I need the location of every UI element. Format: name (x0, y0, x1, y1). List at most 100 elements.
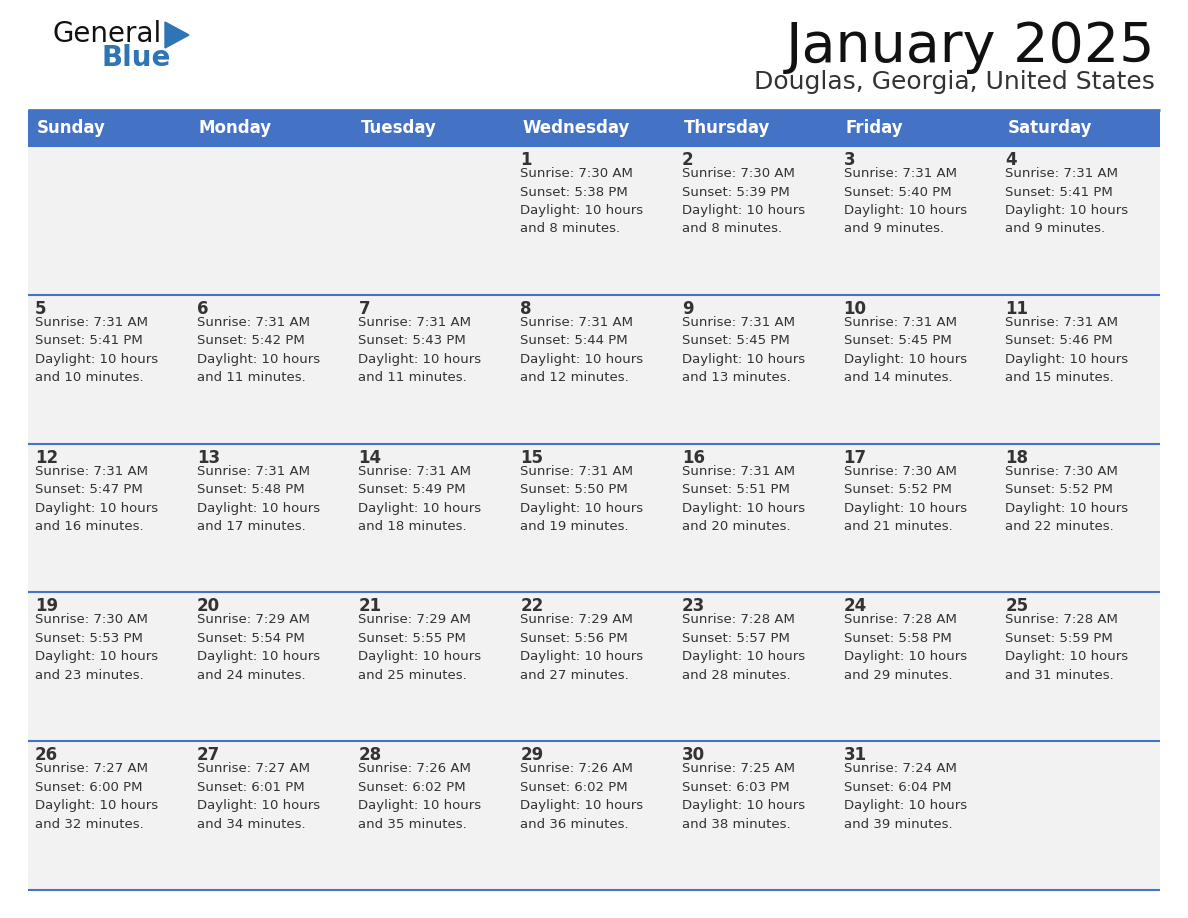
Bar (352, 741, 513, 890)
Text: 26: 26 (34, 746, 58, 764)
Text: Sunrise: 7:31 AM
Sunset: 5:40 PM
Daylight: 10 hours
and 9 minutes.: Sunrise: 7:31 AM Sunset: 5:40 PM Dayligh… (843, 167, 967, 236)
Text: Sunrise: 7:30 AM
Sunset: 5:52 PM
Daylight: 10 hours
and 22 minutes.: Sunrise: 7:30 AM Sunset: 5:52 PM Dayligh… (1005, 465, 1129, 533)
Text: 28: 28 (359, 746, 381, 764)
Bar (998, 110, 1159, 146)
Text: Sunrise: 7:26 AM
Sunset: 6:02 PM
Daylight: 10 hours
and 36 minutes.: Sunrise: 7:26 AM Sunset: 6:02 PM Dayligh… (520, 762, 643, 831)
Text: 16: 16 (682, 449, 704, 466)
Bar (513, 110, 675, 146)
Text: 6: 6 (197, 300, 208, 318)
Text: 18: 18 (1005, 449, 1029, 466)
Bar (352, 110, 513, 146)
Text: Sunrise: 7:24 AM
Sunset: 6:04 PM
Daylight: 10 hours
and 39 minutes.: Sunrise: 7:24 AM Sunset: 6:04 PM Dayligh… (843, 762, 967, 831)
Text: Sunrise: 7:30 AM
Sunset: 5:52 PM
Daylight: 10 hours
and 21 minutes.: Sunrise: 7:30 AM Sunset: 5:52 PM Dayligh… (843, 465, 967, 533)
Text: General: General (52, 20, 162, 48)
Text: 4: 4 (1005, 151, 1017, 169)
Text: Sunrise: 7:30 AM
Sunset: 5:39 PM
Daylight: 10 hours
and 8 minutes.: Sunrise: 7:30 AM Sunset: 5:39 PM Dayligh… (682, 167, 805, 236)
Text: 13: 13 (197, 449, 220, 466)
Text: 21: 21 (359, 598, 381, 615)
Bar (352, 146, 513, 295)
Bar (836, 110, 998, 146)
Text: 15: 15 (520, 449, 543, 466)
Text: 24: 24 (843, 598, 867, 615)
Bar (998, 443, 1159, 592)
Text: 14: 14 (359, 449, 381, 466)
Bar (513, 295, 675, 443)
Bar (675, 295, 836, 443)
Text: 8: 8 (520, 300, 532, 318)
Text: 2: 2 (682, 151, 694, 169)
Text: Douglas, Georgia, United States: Douglas, Georgia, United States (754, 70, 1155, 94)
Text: Wednesday: Wednesday (523, 119, 630, 137)
Text: 30: 30 (682, 746, 704, 764)
Text: 25: 25 (1005, 598, 1029, 615)
Text: Monday: Monday (198, 119, 272, 137)
Text: 7: 7 (359, 300, 369, 318)
Bar (675, 146, 836, 295)
Text: Sunrise: 7:29 AM
Sunset: 5:54 PM
Daylight: 10 hours
and 24 minutes.: Sunrise: 7:29 AM Sunset: 5:54 PM Dayligh… (197, 613, 320, 682)
Text: Sunrise: 7:28 AM
Sunset: 5:58 PM
Daylight: 10 hours
and 29 minutes.: Sunrise: 7:28 AM Sunset: 5:58 PM Dayligh… (843, 613, 967, 682)
Text: 27: 27 (197, 746, 220, 764)
Bar (836, 741, 998, 890)
Bar (998, 146, 1159, 295)
Text: 12: 12 (34, 449, 58, 466)
Text: Sunrise: 7:28 AM
Sunset: 5:59 PM
Daylight: 10 hours
and 31 minutes.: Sunrise: 7:28 AM Sunset: 5:59 PM Dayligh… (1005, 613, 1129, 682)
Text: 5: 5 (34, 300, 46, 318)
Text: Sunrise: 7:29 AM
Sunset: 5:55 PM
Daylight: 10 hours
and 25 minutes.: Sunrise: 7:29 AM Sunset: 5:55 PM Dayligh… (359, 613, 481, 682)
Text: Friday: Friday (846, 119, 903, 137)
Text: Sunrise: 7:31 AM
Sunset: 5:41 PM
Daylight: 10 hours
and 10 minutes.: Sunrise: 7:31 AM Sunset: 5:41 PM Dayligh… (34, 316, 158, 385)
Bar (29, 592, 190, 741)
Bar (190, 592, 352, 741)
Bar (352, 295, 513, 443)
Text: Sunrise: 7:31 AM
Sunset: 5:47 PM
Daylight: 10 hours
and 16 minutes.: Sunrise: 7:31 AM Sunset: 5:47 PM Dayligh… (34, 465, 158, 533)
Text: Sunrise: 7:26 AM
Sunset: 6:02 PM
Daylight: 10 hours
and 35 minutes.: Sunrise: 7:26 AM Sunset: 6:02 PM Dayligh… (359, 762, 481, 831)
Text: Sunrise: 7:31 AM
Sunset: 5:42 PM
Daylight: 10 hours
and 11 minutes.: Sunrise: 7:31 AM Sunset: 5:42 PM Dayligh… (197, 316, 320, 385)
Text: 19: 19 (34, 598, 58, 615)
Text: Sunday: Sunday (37, 119, 106, 137)
Text: Sunrise: 7:27 AM
Sunset: 6:01 PM
Daylight: 10 hours
and 34 minutes.: Sunrise: 7:27 AM Sunset: 6:01 PM Dayligh… (197, 762, 320, 831)
Text: Sunrise: 7:31 AM
Sunset: 5:46 PM
Daylight: 10 hours
and 15 minutes.: Sunrise: 7:31 AM Sunset: 5:46 PM Dayligh… (1005, 316, 1129, 385)
Text: Tuesday: Tuesday (360, 119, 436, 137)
Text: 1: 1 (520, 151, 532, 169)
Bar (836, 146, 998, 295)
Text: 22: 22 (520, 598, 543, 615)
Text: Sunrise: 7:31 AM
Sunset: 5:45 PM
Daylight: 10 hours
and 14 minutes.: Sunrise: 7:31 AM Sunset: 5:45 PM Dayligh… (843, 316, 967, 385)
Text: Thursday: Thursday (684, 119, 770, 137)
Bar (29, 146, 190, 295)
Bar (190, 146, 352, 295)
Text: 20: 20 (197, 598, 220, 615)
Bar (675, 443, 836, 592)
Text: 17: 17 (843, 449, 867, 466)
Text: Sunrise: 7:27 AM
Sunset: 6:00 PM
Daylight: 10 hours
and 32 minutes.: Sunrise: 7:27 AM Sunset: 6:00 PM Dayligh… (34, 762, 158, 831)
Text: 23: 23 (682, 598, 706, 615)
Bar (352, 592, 513, 741)
Text: Sunrise: 7:30 AM
Sunset: 5:53 PM
Daylight: 10 hours
and 23 minutes.: Sunrise: 7:30 AM Sunset: 5:53 PM Dayligh… (34, 613, 158, 682)
Bar (836, 443, 998, 592)
Bar (675, 110, 836, 146)
Bar (998, 592, 1159, 741)
Bar (675, 741, 836, 890)
Bar (29, 295, 190, 443)
Text: 11: 11 (1005, 300, 1029, 318)
Text: Sunrise: 7:28 AM
Sunset: 5:57 PM
Daylight: 10 hours
and 28 minutes.: Sunrise: 7:28 AM Sunset: 5:57 PM Dayligh… (682, 613, 805, 682)
Text: Sunrise: 7:31 AM
Sunset: 5:44 PM
Daylight: 10 hours
and 12 minutes.: Sunrise: 7:31 AM Sunset: 5:44 PM Dayligh… (520, 316, 643, 385)
Bar (352, 443, 513, 592)
Bar (190, 443, 352, 592)
Text: Sunrise: 7:31 AM
Sunset: 5:48 PM
Daylight: 10 hours
and 17 minutes.: Sunrise: 7:31 AM Sunset: 5:48 PM Dayligh… (197, 465, 320, 533)
Bar (29, 110, 190, 146)
Text: Blue: Blue (102, 44, 171, 72)
Bar (675, 592, 836, 741)
Bar (513, 146, 675, 295)
Text: Sunrise: 7:31 AM
Sunset: 5:43 PM
Daylight: 10 hours
and 11 minutes.: Sunrise: 7:31 AM Sunset: 5:43 PM Dayligh… (359, 316, 481, 385)
Text: January 2025: January 2025 (785, 20, 1155, 74)
Text: 9: 9 (682, 300, 694, 318)
Text: Sunrise: 7:25 AM
Sunset: 6:03 PM
Daylight: 10 hours
and 38 minutes.: Sunrise: 7:25 AM Sunset: 6:03 PM Dayligh… (682, 762, 805, 831)
Bar (29, 741, 190, 890)
Text: 3: 3 (843, 151, 855, 169)
Bar (513, 443, 675, 592)
Bar (190, 741, 352, 890)
Polygon shape (165, 22, 189, 48)
Text: Sunrise: 7:31 AM
Sunset: 5:50 PM
Daylight: 10 hours
and 19 minutes.: Sunrise: 7:31 AM Sunset: 5:50 PM Dayligh… (520, 465, 643, 533)
Text: Sunrise: 7:29 AM
Sunset: 5:56 PM
Daylight: 10 hours
and 27 minutes.: Sunrise: 7:29 AM Sunset: 5:56 PM Dayligh… (520, 613, 643, 682)
Text: Saturday: Saturday (1007, 119, 1092, 137)
Bar (998, 295, 1159, 443)
